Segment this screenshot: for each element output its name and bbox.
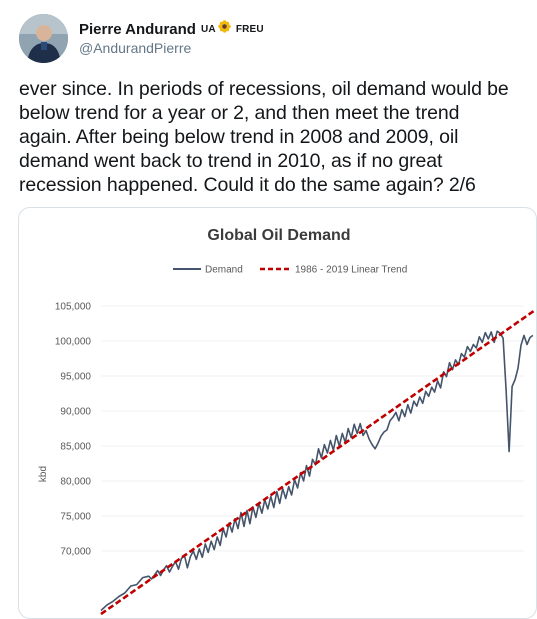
chart-title: Global Oil Demand bbox=[207, 227, 350, 244]
series-trend-line bbox=[100, 308, 536, 616]
series-demand-line bbox=[100, 330, 534, 612]
legend-demand-label: Demand bbox=[205, 265, 243, 276]
chart-legend: Demand 1986 - 2019 Linear Trend bbox=[173, 265, 407, 276]
plot-area bbox=[100, 308, 536, 616]
y-tick-label: 85,000 bbox=[60, 442, 91, 453]
author-handle[interactable]: @AndurandPierre bbox=[79, 40, 192, 56]
y-tick-label: 95,000 bbox=[60, 372, 91, 383]
chart-gridlines bbox=[101, 305, 524, 552]
flair-freu: FREU bbox=[235, 23, 264, 35]
y-tick-label: 80,000 bbox=[60, 477, 91, 488]
flair-ua: UA bbox=[200, 23, 216, 35]
tweet-text: ever since. In periods of recessions, oi… bbox=[19, 78, 509, 196]
tweet-header: Pierre Andurand UA FREU @AndurandPierre bbox=[19, 14, 519, 64]
author-name-row: Pierre Andurand UA FREU bbox=[79, 20, 264, 38]
sunflower-icon bbox=[218, 20, 231, 38]
y-axis-title: kbd bbox=[38, 466, 49, 482]
display-name[interactable]: Pierre Andurand bbox=[79, 20, 196, 38]
legend-trend-label: 1986 - 2019 Linear Trend bbox=[295, 265, 407, 276]
y-tick-label: 100,000 bbox=[55, 337, 92, 348]
y-tick-label: 90,000 bbox=[60, 407, 91, 418]
y-tick-label: 70,000 bbox=[60, 547, 91, 558]
oil-demand-chart: Global Oil Demand Demand 1986 - 2019 Line… bbox=[38, 227, 536, 616]
y-axis-ticks: 70,000 75,000 80,000 85,000 90,000 95,000 100,… bbox=[55, 302, 92, 558]
tweet-media-image[interactable]: Global Oil Demand Demand 1986 - 2019 Line… bbox=[18, 207, 537, 619]
y-tick-label: 105,000 bbox=[55, 302, 92, 313]
y-tick-label: 75,000 bbox=[60, 512, 91, 523]
avatar[interactable] bbox=[19, 14, 68, 63]
